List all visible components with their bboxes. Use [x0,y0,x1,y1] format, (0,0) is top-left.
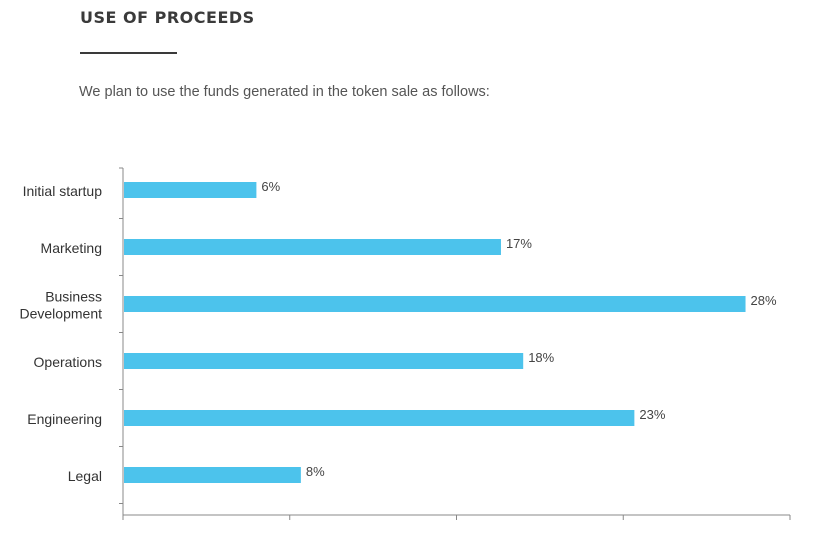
category-label: Engineering [27,411,102,427]
category-label: Marketing [41,240,102,256]
page-title: USE OF PROCEEDS [80,8,255,27]
data-label: 17% [506,236,532,251]
category-label: Business [45,289,102,305]
data-label: 18% [528,350,554,365]
intro-text: We plan to use the funds generated in th… [79,84,490,100]
category-label: Legal [68,468,102,484]
title-underline [80,52,177,54]
data-label: 28% [751,293,777,308]
bar-legal [124,467,301,483]
data-label: 6% [261,179,280,194]
bar-business-development [124,296,746,312]
bar-marketing [124,239,501,255]
bar-operations [124,353,524,369]
bar-initial-startup [124,182,257,198]
data-label: 23% [639,407,665,422]
category-label: Development [20,306,103,322]
category-label: Initial startup [23,183,103,199]
category-label: Operations [34,354,102,370]
data-label: 8% [306,464,325,479]
bar-engineering [124,410,635,426]
